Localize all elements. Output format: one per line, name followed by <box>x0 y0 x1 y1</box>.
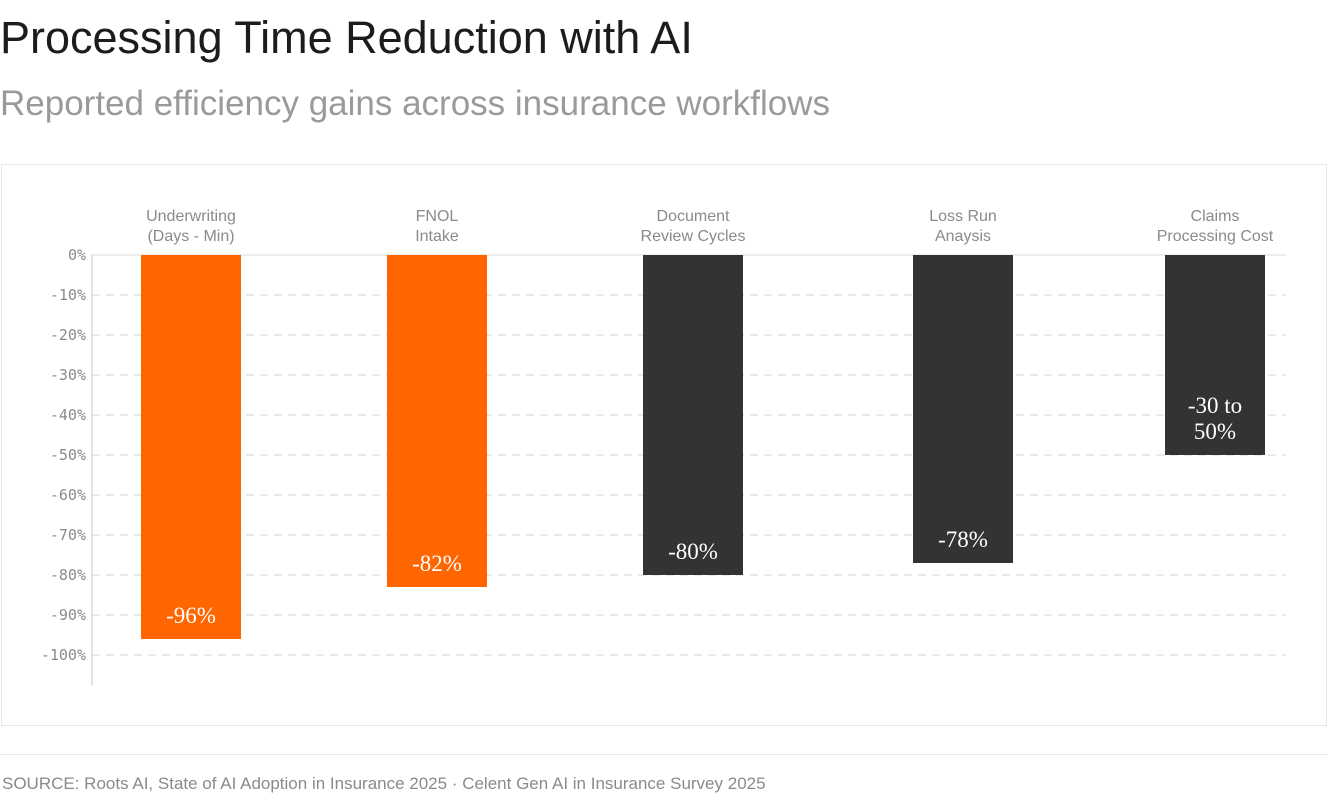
chart-panel: 0% -10% -20% -30% -40% -50% -60% -70% -80% -90% -1… <box>1 164 1327 726</box>
bar-chart: 0% -10% -20% -30% -40% -50% -60% -70% -80% -90% -1… <box>41 208 1286 685</box>
bar <box>141 255 241 639</box>
data-label: -96% <box>166 603 216 628</box>
y-tick-label: -50% <box>50 446 86 464</box>
bar <box>643 255 743 575</box>
category-label: FNOL Intake <box>415 208 459 245</box>
data-label: -30 to 50% <box>1188 393 1242 444</box>
bar <box>913 255 1013 563</box>
category-label: Claims Processing Cost <box>1157 208 1274 245</box>
chart-title: Processing Time Reduction with AI <box>0 12 693 63</box>
data-label: -80% <box>668 539 718 564</box>
data-label: -78% <box>938 527 988 552</box>
chart-subtitle: Reported efficiency gains across insuran… <box>0 84 831 123</box>
bar <box>1165 255 1265 455</box>
category-label: Underwriting (Days - Min) <box>146 208 236 245</box>
y-tick-label: -100% <box>41 646 86 664</box>
y-tick-label: 0% <box>68 246 86 264</box>
y-tick-label: -80% <box>50 566 86 584</box>
category-label: Loss Run Anaysis <box>929 208 997 245</box>
y-tick-label: -30% <box>50 366 86 384</box>
data-label: -82% <box>412 551 462 576</box>
bar <box>387 255 487 587</box>
category-label: Document Review Cycles <box>641 208 746 245</box>
y-tick-label: -10% <box>50 286 86 304</box>
footer-divider <box>0 754 1328 755</box>
y-tick-label: -90% <box>50 606 86 624</box>
y-tick-label: -40% <box>50 406 86 424</box>
y-tick-label: -60% <box>50 486 86 504</box>
y-tick-label: -20% <box>50 326 86 344</box>
y-tick-label: -70% <box>50 526 86 544</box>
source-note: SOURCE: Roots AI, State of AI Adoption i… <box>2 774 766 793</box>
